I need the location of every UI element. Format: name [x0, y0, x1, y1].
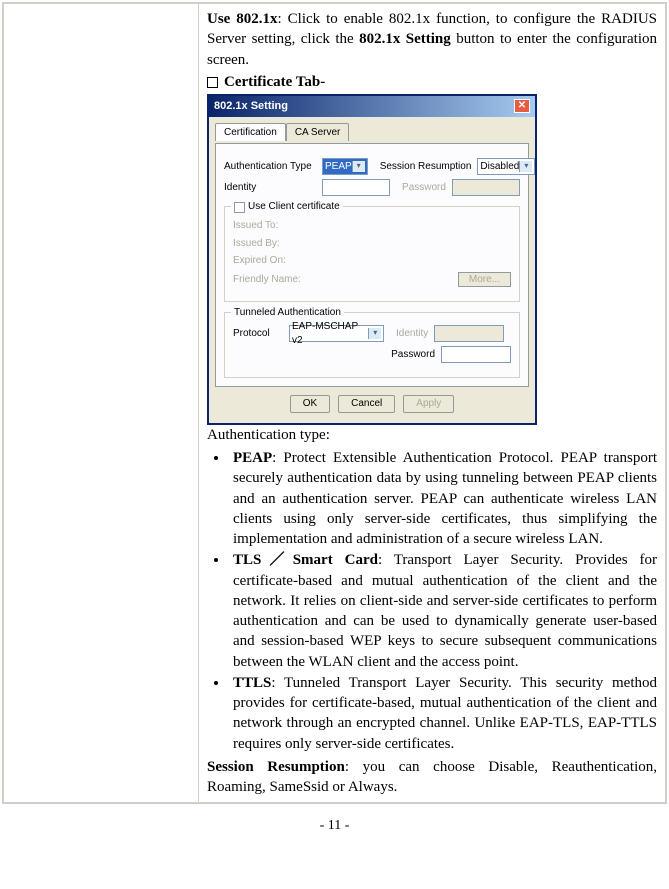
page-number: - 11 - — [0, 806, 669, 842]
fieldset-tunneled: Tunneled Authentication Protocol EAP-MSC… — [224, 312, 520, 378]
tabs: Certification CA Server — [215, 123, 529, 142]
t-identity-input — [434, 325, 504, 342]
tls-label: TLS／Smart Card — [233, 552, 378, 568]
intro-paragraph: Use 802.1x: Click to enable 802.1x funct… — [207, 9, 657, 70]
dialog-title-text: 802.1x Setting — [214, 99, 288, 114]
row-protocol: Protocol EAP-MSCHAP v2 ▾ Identity — [233, 325, 511, 342]
identity-input[interactable] — [322, 179, 390, 196]
setting-label: 802.1x Setting — [359, 31, 451, 47]
peap-label: PEAP — [233, 450, 272, 466]
cert-tab-line: Certificate Tab- — [207, 72, 657, 92]
issued-to-label: Issued To: — [233, 219, 313, 233]
tunneled-legend: Tunneled Authentication — [231, 306, 344, 320]
ok-button[interactable]: OK — [290, 395, 330, 413]
table-right-column: Use 802.1x: Click to enable 802.1x funct… — [199, 4, 665, 802]
protocol-label: Protocol — [233, 327, 283, 341]
peap-text: : Protect Extensible Authentication Prot… — [233, 450, 657, 547]
tab-ca-server[interactable]: CA Server — [286, 123, 350, 142]
tab-certification[interactable]: Certification — [215, 123, 286, 142]
more-button: More... — [458, 272, 511, 288]
t-password-label: Password — [391, 348, 435, 362]
password-input — [452, 179, 520, 196]
dialog-8021x-setting: 802.1x Setting ✕ Certification CA Server… — [207, 94, 537, 425]
tls-text: : Transport Layer Security. Provides for… — [233, 552, 657, 669]
ttls-label: TTLS — [233, 675, 271, 691]
doc-table: Use 802.1x: Click to enable 802.1x funct… — [3, 3, 666, 803]
row-auth-type: Authentication Type PEAP ▾ Session Resum… — [224, 158, 520, 175]
protocol-value: EAP-MSCHAP v2 — [292, 320, 368, 347]
cert-tab-label: Certificate Tab- — [224, 74, 325, 90]
dialog-titlebar: 802.1x Setting ✕ — [209, 96, 535, 117]
session-resumption-value: Disabled — [480, 160, 519, 174]
use-client-cert-checkbox[interactable] — [234, 202, 245, 213]
issued-by-label: Issued By: — [233, 237, 313, 251]
auth-type-value: PEAP — [325, 160, 352, 174]
close-icon[interactable]: ✕ — [514, 99, 530, 113]
chevron-down-icon: ▾ — [352, 161, 365, 172]
expired-on-label: Expired On: — [233, 254, 313, 268]
table-left-column — [4, 4, 199, 802]
dialog-body: Certification CA Server Authentication T… — [209, 117, 535, 423]
auth-type-list: PEAP: Protect Extensible Authentication … — [207, 448, 657, 754]
session-resumption-label: Session Resumption — [380, 160, 472, 174]
list-item: PEAP: Protect Extensible Authentication … — [229, 448, 657, 549]
auth-type-line: Authentication type: — [207, 425, 657, 445]
list-item: TTLS: Tunneled Transport Layer Security.… — [229, 673, 657, 754]
checkbox-icon — [207, 77, 218, 88]
use-client-cert-label: Use Client certificate — [248, 200, 340, 214]
row-identity: Identity Password — [224, 179, 520, 196]
auth-type-dropdown[interactable]: PEAP ▾ — [322, 158, 368, 175]
cancel-button[interactable]: Cancel — [338, 395, 395, 413]
session-label: Session Resumption — [207, 759, 345, 775]
row-friendly-name: Friendly Name: More... — [233, 272, 511, 288]
tab-panel: Authentication Type PEAP ▾ Session Resum… — [215, 143, 529, 387]
protocol-dropdown[interactable]: EAP-MSCHAP v2 ▾ — [289, 325, 384, 342]
list-item: TLS／Smart Card: Transport Layer Security… — [229, 550, 657, 672]
ttls-text: : Tunneled Transport Layer Security. Thi… — [233, 675, 657, 752]
use-label: Use 802.1x — [207, 11, 278, 27]
chevron-down-icon: ▾ — [519, 161, 532, 172]
t-identity-label: Identity — [396, 327, 428, 341]
session-resumption-paragraph: Session Resumption: you can choose Disab… — [207, 757, 657, 798]
identity-label: Identity — [224, 181, 316, 195]
password-label: Password — [402, 181, 446, 195]
friendly-name-label: Friendly Name: — [233, 273, 313, 287]
page: Use 802.1x: Click to enable 802.1x funct… — [2, 2, 667, 804]
apply-button: Apply — [403, 395, 454, 413]
t-password-input[interactable] — [441, 346, 511, 363]
chevron-down-icon: ▾ — [368, 328, 381, 339]
row-t-password: Password — [233, 346, 511, 363]
use-client-cert-legend: Use Client certificate — [231, 200, 343, 214]
dialog-buttons: OK Cancel Apply — [215, 387, 529, 417]
fieldset-client-cert: Use Client certificate Issued To: Issued… — [224, 206, 520, 302]
auth-type-label: Authentication Type — [224, 160, 316, 174]
session-resumption-dropdown[interactable]: Disabled ▾ — [477, 158, 535, 175]
